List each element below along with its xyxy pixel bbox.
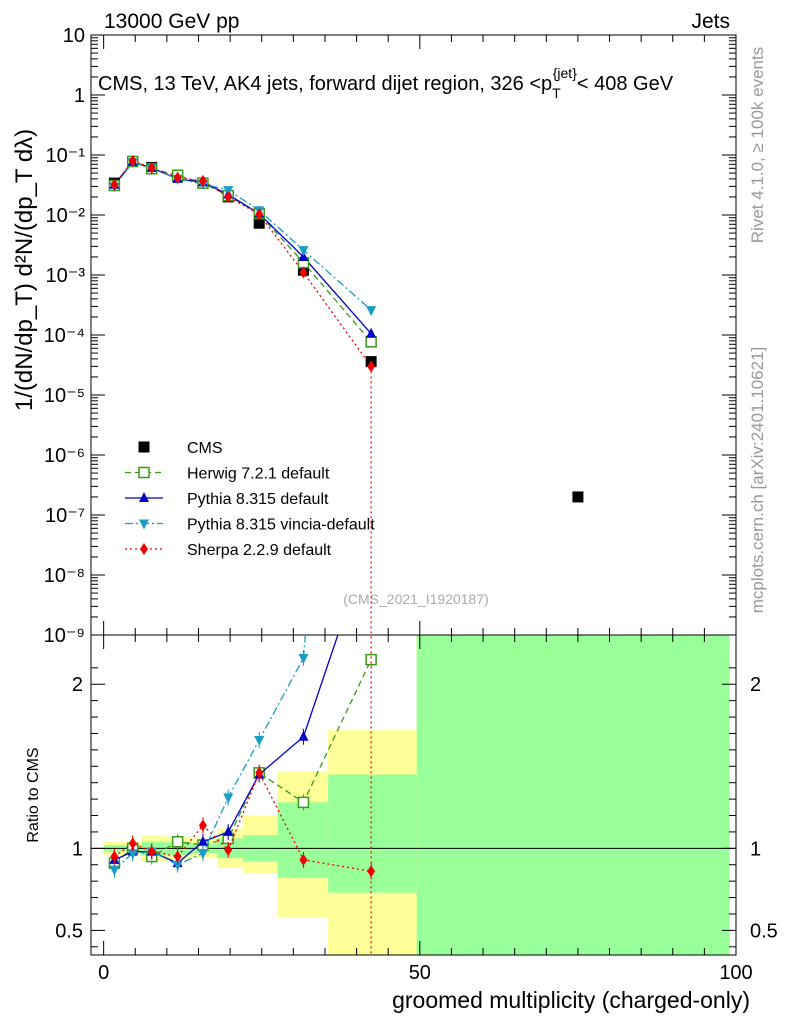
main-y-tick-label: 10⁻⁶ <box>44 445 85 467</box>
ratio-y-axis-tick-labels: 0.5 0.5 1 1 2 2 <box>55 674 778 942</box>
ratio-panel-frame <box>90 634 737 956</box>
main-y-axis-tick-labels: 10 1 10⁻¹ 10⁻² 10⁻³ 10⁻⁴ 10⁻⁵ 10⁻⁶ 10⁻⁷ 10⁻⁸ 10⁻⁹ <box>44 25 86 647</box>
main-data-point <box>198 174 207 187</box>
main-data-point <box>224 190 233 203</box>
header-left: 13000 GeV pp <box>104 10 239 33</box>
main-data-point <box>173 171 182 184</box>
main-y-tick-label: 10⁻⁸ <box>44 565 85 587</box>
ratio-data-point <box>254 736 265 747</box>
ratio-data-point <box>147 845 156 858</box>
ratio-data-point <box>173 850 182 863</box>
main-data-point <box>298 246 309 257</box>
chart-title-tail: < 408 GeV <box>577 73 674 95</box>
chart-title-main: CMS, 13 TeV, AK4 jets, forward dijet reg… <box>98 65 674 101</box>
legend-marker <box>139 519 149 530</box>
main-data-point <box>365 336 377 348</box>
legend-label: Herwig 7.2.1 default <box>187 466 330 483</box>
ratio-data-point <box>109 865 120 876</box>
ratio-y-tick-label-right: 2 <box>750 674 761 696</box>
ratio-y-tick-label-right: 1 <box>750 838 761 860</box>
main-data-point <box>128 154 137 167</box>
ratio-axis-ticks <box>91 635 737 955</box>
main-series-line <box>113 161 372 335</box>
ratio-data-point <box>198 819 207 832</box>
main-y-axis-ticks <box>91 34 737 636</box>
legend-marker <box>138 466 150 479</box>
ratio-data-point <box>127 849 138 860</box>
main-series-line <box>113 160 372 343</box>
x-axis-label: groomed multiplicity (charged-only) <box>392 987 750 1013</box>
main-data-point <box>366 327 377 338</box>
header-right: Jets <box>691 10 730 33</box>
main-series-line <box>113 161 372 311</box>
ratio-data-point <box>171 836 184 848</box>
ratio-y-tick-label: 2 <box>72 674 83 696</box>
legend-label: Sherpa 2.2.9 default <box>187 542 332 559</box>
legend-label: Pythia 8.315 vincia-default <box>187 517 375 534</box>
main-data-point <box>253 217 265 229</box>
x-tick-label: 50 <box>409 962 431 984</box>
ratio-band-inner <box>416 635 730 955</box>
main-data-point <box>299 266 308 279</box>
legend-label: Pythia 8.315 default <box>187 491 329 508</box>
main-y-tick-label: 10⁻⁷ <box>45 505 85 527</box>
main-data-point <box>110 178 119 191</box>
main-y-axis-label: 1/(dN/dp_T) d²N/(dp_T dλ) <box>11 129 38 411</box>
ratio-y-tick-label: 1 <box>72 838 83 860</box>
main-y-tick-label: 10⁻¹ <box>46 145 86 167</box>
ratio-data-point <box>110 850 119 863</box>
legend: CMS Herwig 7.2.1 default Pythia 8.315 defa… <box>125 440 375 559</box>
ratio-uncertainty-bands <box>103 635 730 955</box>
chart-title: CMS, 13 TeV, AK4 jets, forward dijet reg… <box>98 65 674 101</box>
main-y-tick-label: 1 <box>74 85 85 107</box>
ratio-data-point <box>172 860 183 871</box>
side-label-bottom: mcplots.cern.ch [arXiv:2401.10621] <box>748 347 767 613</box>
legend-label: CMS <box>187 440 223 457</box>
main-y-axis-label-text: 1/(dN/dp_T) d²N/(dp_T dλ) <box>11 129 38 411</box>
ratio-data-point <box>297 796 310 809</box>
main-data-point <box>572 491 584 503</box>
ratio-data-point <box>299 853 308 866</box>
chart-title-sup: {jet} <box>553 65 577 81</box>
ratio-data-point <box>223 793 234 804</box>
ratio-data-point <box>197 835 208 846</box>
ratio-data-point <box>128 837 137 850</box>
main-y-tick-label: 10⁻³ <box>46 265 86 287</box>
ratio-data-point <box>224 843 233 856</box>
main-series-line <box>113 160 372 367</box>
main-y-tick-label: 10⁻⁴ <box>44 325 85 347</box>
ratio-y-axis-label: Ratio to CMS <box>25 747 42 842</box>
main-data-point <box>366 306 377 317</box>
main-series-group <box>108 154 584 503</box>
ratio-data-point <box>367 865 376 878</box>
x-tick-label: 100 <box>719 962 752 984</box>
legend-marker <box>140 543 148 555</box>
ratio-data-point <box>197 849 208 860</box>
legend-marker <box>139 492 149 502</box>
x-axis-tick-labels: 0 50 100 <box>98 962 753 984</box>
ratio-data-point <box>223 825 234 836</box>
legend-marker <box>138 441 150 453</box>
side-label-top: Rivet 4.1.0, ≥ 100k events <box>748 47 767 243</box>
ratio-data-point <box>365 653 377 666</box>
main-data-point <box>147 161 156 174</box>
ratio-series-group <box>108 635 377 880</box>
ratio-data-point <box>298 730 309 741</box>
chart-title-text: CMS, 13 TeV, AK4 jets, forward dijet reg… <box>98 73 552 95</box>
x-tick-label: 0 <box>98 962 109 984</box>
ratio-data-point <box>298 653 309 664</box>
main-y-tick-label: 10⁻⁹ <box>44 625 85 647</box>
chart-title-sub: T <box>552 85 561 101</box>
ratio-band-inner <box>277 802 329 878</box>
ratio-data-point <box>255 766 264 779</box>
ratio-y-tick-label: 0.5 <box>55 920 83 942</box>
main-y-tick-label: 10⁻⁵ <box>44 385 85 407</box>
main-data-point <box>255 208 264 221</box>
ratio-y-tick-label-right: 0.5 <box>750 920 778 942</box>
main-y-tick-label: 10⁻² <box>46 205 86 227</box>
main-y-tick-label: 10 <box>63 25 85 47</box>
analysis-watermark: (CMS_2021_I1920187) <box>343 591 489 607</box>
